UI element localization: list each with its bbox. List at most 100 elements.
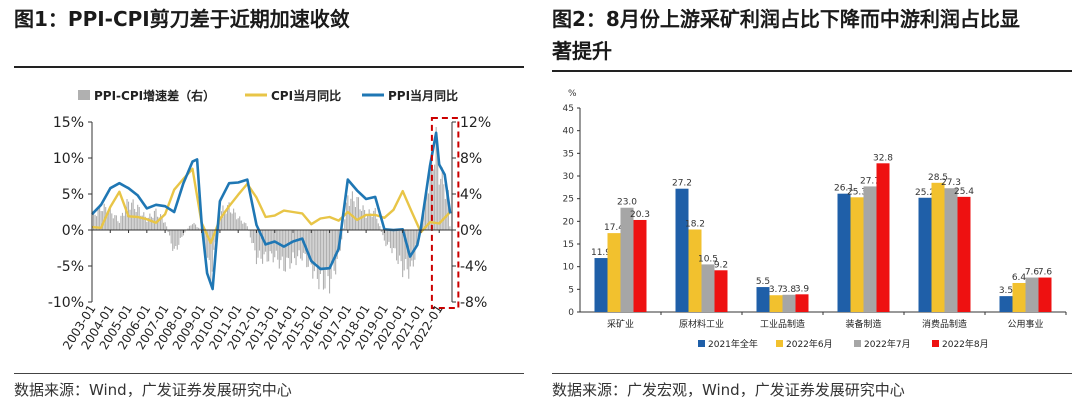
bar xyxy=(1025,277,1039,312)
category-label: 原材料工业 xyxy=(679,318,724,330)
bar xyxy=(607,233,621,312)
bar xyxy=(675,188,689,312)
bar-value-label: 28.5 xyxy=(928,173,948,183)
y-left-tick-label: -5% xyxy=(57,259,84,275)
bar-y-tick-label: 35 xyxy=(563,149,574,159)
bar-y-tick-label: 40 xyxy=(563,127,575,137)
bar xyxy=(999,296,1013,312)
bar xyxy=(944,188,958,312)
left-figure-title: 图1：PPI-CPI剪刀差于近期加速收敛 xyxy=(14,7,350,31)
bar-value-label: 3.8 xyxy=(782,285,797,295)
bar xyxy=(863,186,877,312)
bar-value-label: 10.5 xyxy=(698,254,718,264)
bar xyxy=(850,197,864,312)
category-label: 公用事业 xyxy=(1007,318,1043,330)
right-source-note: 数据来源：广发宏观，Wind，广发证券发展研究中心 xyxy=(552,381,905,399)
y-left-tick-label: -10% xyxy=(48,295,84,311)
bar-value-label: 3.7 xyxy=(769,285,783,295)
bar xyxy=(795,294,809,312)
bar-value-label: 25.2 xyxy=(915,188,935,198)
left-source-note: 数据来源：Wind，广发证券发展研究中心 xyxy=(14,381,292,399)
bar xyxy=(931,182,945,312)
bar-value-label: 18.2 xyxy=(685,219,705,229)
bar xyxy=(782,294,796,312)
right-figure-title-line2: 著提升 xyxy=(552,39,612,63)
bar-y-tick-label: 10 xyxy=(563,263,575,273)
bar-y-tick-label: 5 xyxy=(568,285,574,295)
bar xyxy=(594,258,608,312)
left-source-rule xyxy=(14,373,524,374)
bar-value-label: 7.6 xyxy=(1038,268,1053,278)
bar-y-tick-label: 45 xyxy=(563,104,574,114)
bar-value-label: 26.1 xyxy=(834,184,854,194)
bar-value-label: 27.3 xyxy=(941,178,961,188)
bar-value-label: 32.8 xyxy=(873,153,893,163)
bar-value-label: 11.9 xyxy=(591,248,611,258)
right-source-rule xyxy=(552,373,1072,374)
left-figure: 图1：PPI-CPI剪刀差于近期加速收敛 PPI-CPI增速差（右） CPI当月同… xyxy=(0,0,525,413)
y-right-tick-label: -8% xyxy=(460,295,487,311)
bar xyxy=(1012,282,1026,312)
bar xyxy=(769,295,783,312)
category-label: 采矿业 xyxy=(607,318,634,330)
bar-value-label: 7.6 xyxy=(1025,268,1040,278)
ppi-line xyxy=(91,131,452,291)
y-right-tick-label: 0% xyxy=(460,223,482,239)
bar xyxy=(876,163,890,312)
right-figure: 图2：8月份上游采矿利润占比下降而中游利润占比显 著提升 % 0 5 10 15 20 25… xyxy=(548,0,1080,413)
bar-y-tick-label: 30 xyxy=(563,172,575,182)
bar xyxy=(714,270,728,312)
recent-highlight-box xyxy=(430,117,460,309)
bar-legend-label: 2022年6月 xyxy=(786,338,833,350)
bar xyxy=(918,197,932,312)
bar-legend-item: 2022年8月 xyxy=(932,338,989,350)
right-figure-title-line1: 图2：8月份上游采矿利润占比下降而中游利润占比显 xyxy=(552,7,1020,31)
bar-legend-label: 2021年全年 xyxy=(708,338,758,350)
category-label: 消费品制造 xyxy=(922,318,967,330)
legend-cpi-label: CPI当月同比 xyxy=(271,88,341,103)
bar-value-label: 23.0 xyxy=(617,198,637,208)
y-left-tick-label: 5% xyxy=(62,187,84,203)
bar xyxy=(837,193,851,312)
bar-value-label: 25.3 xyxy=(847,187,867,197)
bar xyxy=(688,229,702,312)
y-unit-label: % xyxy=(568,89,577,99)
bar xyxy=(957,196,971,312)
category-label: 装备制造 xyxy=(845,318,881,330)
bar-y-tick-label: 20 xyxy=(563,217,575,227)
y-right-tick-label: 4% xyxy=(460,187,482,203)
bar-legend-label: 2022年7月 xyxy=(864,338,911,350)
legend-ppi-cpi-diff: PPI-CPI增速差（右） xyxy=(78,88,215,103)
category-label: 工业品制造 xyxy=(760,318,805,330)
y-left-tick-label: 15% xyxy=(53,115,84,131)
bar-value-label: 27.2 xyxy=(672,179,692,189)
bar-value-label: 25.4 xyxy=(954,187,974,197)
legend-cpi: CPI当月同比 xyxy=(245,88,341,103)
y-left-tick-label: 10% xyxy=(53,151,84,167)
bar-value-label: 17.4 xyxy=(604,223,624,233)
bar xyxy=(1038,277,1052,312)
bar-y-tick-label: 25 xyxy=(563,195,574,205)
bar-legend-item: 2022年6月 xyxy=(776,338,833,350)
bar xyxy=(756,287,770,312)
bar-value-label: 5.5 xyxy=(756,277,770,287)
bar-legend-item: 2022年7月 xyxy=(854,338,911,350)
y-right-tick-label: 8% xyxy=(460,151,482,167)
legend-ppi: PPI当月同比 xyxy=(362,88,458,103)
bar-value-label: 6.4 xyxy=(1012,273,1027,283)
bar-value-label: 3.9 xyxy=(795,284,810,294)
legend-ppi-cpi-diff-label: PPI-CPI增速差（右） xyxy=(94,88,215,103)
y-left-tick-label: 0% xyxy=(62,223,84,239)
bar-value-label: 20.3 xyxy=(630,210,650,220)
ppi-cpi-line-chart: PPI-CPI增速差（右） CPI当月同比 PPI当月同比 15% 10% 5% 0% -5… xyxy=(48,88,491,352)
bar xyxy=(620,207,634,312)
bar-legend-label: 2022年8月 xyxy=(942,338,989,350)
profit-share-bar-chart: % 0 5 10 15 20 25 30 35 40 45 采矿业 原材料工业 工业品制造 装备制造 消费品制… xyxy=(563,89,1067,350)
left-title-rule xyxy=(14,66,524,68)
bar-value-label: 9.2 xyxy=(714,260,728,270)
y-right-tick-label: 12% xyxy=(460,115,491,131)
bar xyxy=(701,264,715,312)
right-title-rule xyxy=(552,70,1072,72)
bar-y-tick-label: 15 xyxy=(563,240,574,250)
cpi-line xyxy=(91,167,452,245)
